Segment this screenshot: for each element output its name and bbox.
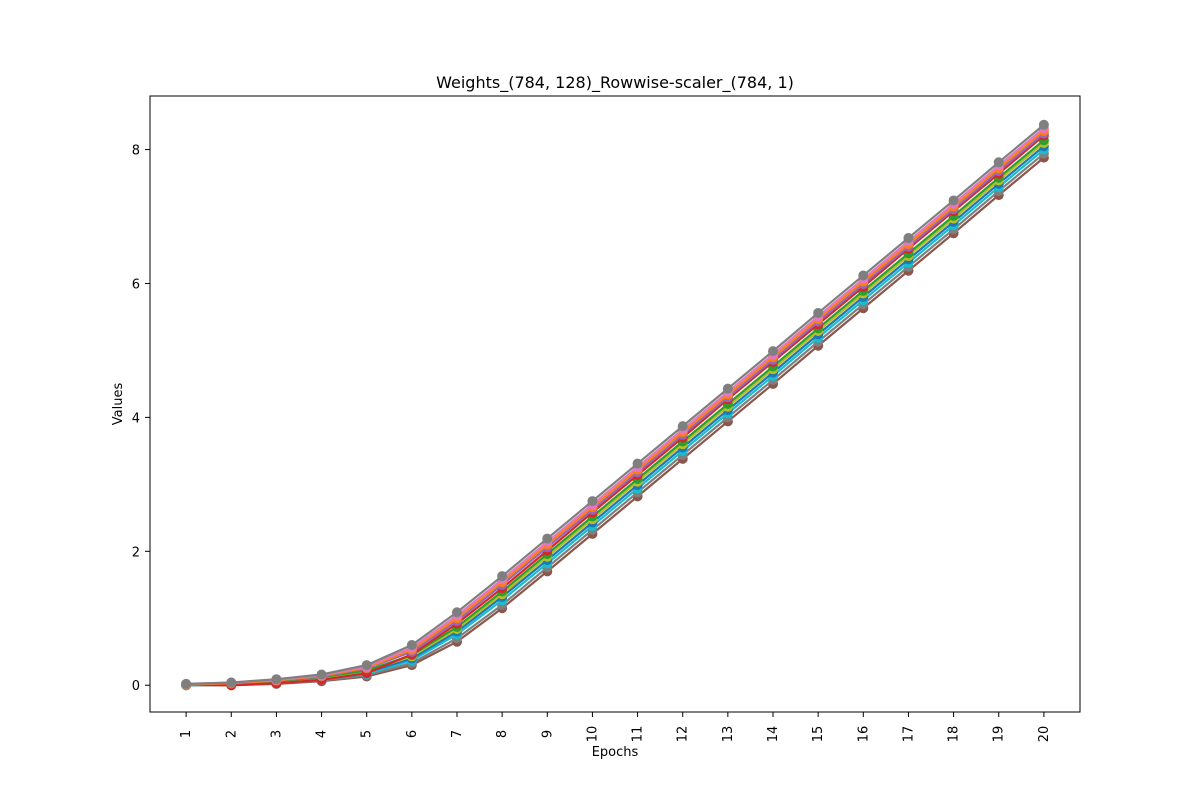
x-tick-label: 18 [947,726,962,743]
data-point [316,669,327,680]
data-point [542,533,553,544]
y-tick-label: 8 [132,144,140,159]
y-tick-label: 0 [132,679,140,694]
series-line [186,123,1045,685]
data-point [813,307,824,318]
x-tick-label: 15 [811,726,826,743]
data-point [181,678,192,689]
x-tick-label: 11 [631,726,646,743]
y-tick-label: 4 [132,411,140,426]
x-tick-label: 19 [992,726,1007,743]
x-tick-label: 3 [269,730,284,738]
x-tick-label: 10 [585,726,600,743]
plot-frame [149,95,1081,713]
x-tick-label: 16 [856,726,871,743]
x-tick-label: 1 [179,730,194,738]
x-tick-label: 4 [315,730,330,738]
data-point [1038,119,1049,130]
y-tick-label: 2 [132,545,140,560]
x-tick-label: 7 [450,730,465,738]
chart-title: Weights_(784, 128)_Rowwise-scaler_(784, … [436,73,794,93]
x-axis-label: Epochs [592,745,639,760]
data-point [948,195,959,206]
plot-area [150,96,1080,712]
series-layer [181,119,1049,691]
x-tick-label: 6 [405,730,420,738]
x-tick-label: 14 [766,726,781,743]
y-axis: 0 2 4 6 8 [132,144,150,694]
x-tick-label: 20 [1037,726,1052,743]
data-point [722,383,733,394]
series-11 [181,119,1049,689]
data-point [451,607,462,618]
data-point [587,496,598,507]
x-tick-label: 17 [901,726,916,743]
x-tick-label: 13 [721,726,736,743]
y-axis-label: Values [111,383,126,426]
x-axis: 1 2 3 4 5 6 7 8 9 10 11 12 13 14 15 16 17 18 19 20 [179,712,1052,742]
series-line [186,134,1045,687]
data-point [677,421,688,432]
data-point [993,157,1004,168]
data-point [406,640,417,651]
x-tick-label: 12 [676,726,691,743]
y-tick-label: 6 [132,277,140,292]
data-point [361,660,372,671]
data-point [497,571,508,582]
data-point [632,458,643,469]
data-point [271,674,282,685]
data-point [858,270,869,281]
data-point [903,232,914,243]
data-point [768,346,779,357]
x-tick-label: 9 [540,730,555,738]
x-tick-label: 5 [360,730,375,738]
x-tick-label: 2 [224,730,239,738]
data-point [226,677,237,688]
x-tick-label: 8 [495,730,510,738]
